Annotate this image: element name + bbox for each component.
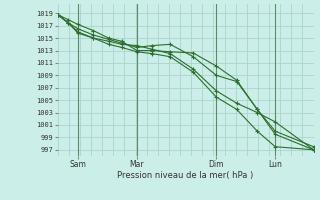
X-axis label: Pression niveau de la mer( hPa ): Pression niveau de la mer( hPa ) — [117, 171, 254, 180]
